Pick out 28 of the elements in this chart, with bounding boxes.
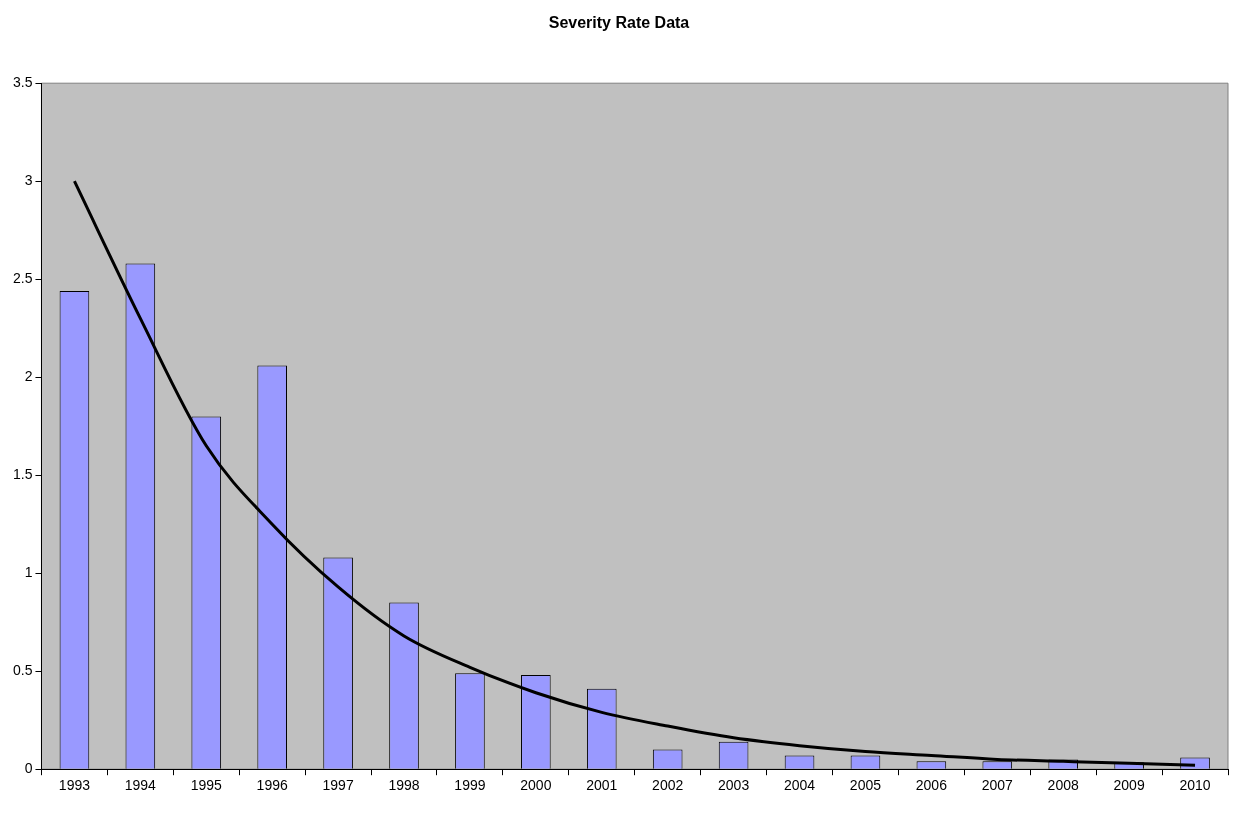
chart-title: Severity Rate Data bbox=[548, 14, 690, 32]
y-tick-label: 1 bbox=[24, 564, 33, 581]
y-tick-label: 2 bbox=[24, 368, 33, 385]
y-tick-label: 3 bbox=[24, 172, 33, 189]
x-tick-label: 2006 bbox=[915, 777, 948, 794]
x-tick-label: 2007 bbox=[981, 777, 1014, 794]
x-tick-label: 1994 bbox=[124, 777, 157, 794]
x-tick-label: 2008 bbox=[1047, 777, 1079, 794]
x-tick-label: 2001 bbox=[586, 777, 618, 794]
x-tick-label: 1993 bbox=[58, 777, 91, 794]
x-tick-label: 2000 bbox=[520, 777, 552, 794]
x-tick-label: 1996 bbox=[256, 777, 288, 794]
y-tick-label: 1.5 bbox=[12, 466, 33, 483]
x-tick-label: 1998 bbox=[388, 777, 420, 794]
x-tick-label: 2005 bbox=[849, 777, 882, 794]
x-tick-label: 2010 bbox=[1179, 777, 1211, 794]
line-series bbox=[72, 179, 1197, 767]
x-tick-label: 1999 bbox=[454, 777, 486, 794]
x-tick-label: 2009 bbox=[1113, 777, 1145, 794]
x-tick-label: 2002 bbox=[652, 777, 684, 794]
x-tick-label: 1997 bbox=[322, 777, 354, 794]
y-tick-label: 0 bbox=[24, 760, 33, 777]
y-tick-label: 2.5 bbox=[12, 270, 33, 287]
x-tick-label: 1995 bbox=[190, 777, 223, 794]
x-tick-label: 2003 bbox=[718, 777, 750, 794]
y-tick-label: 3.5 bbox=[12, 74, 33, 91]
x-tick-label: 2004 bbox=[783, 777, 816, 794]
y-tick-label: 0.5 bbox=[12, 662, 33, 679]
